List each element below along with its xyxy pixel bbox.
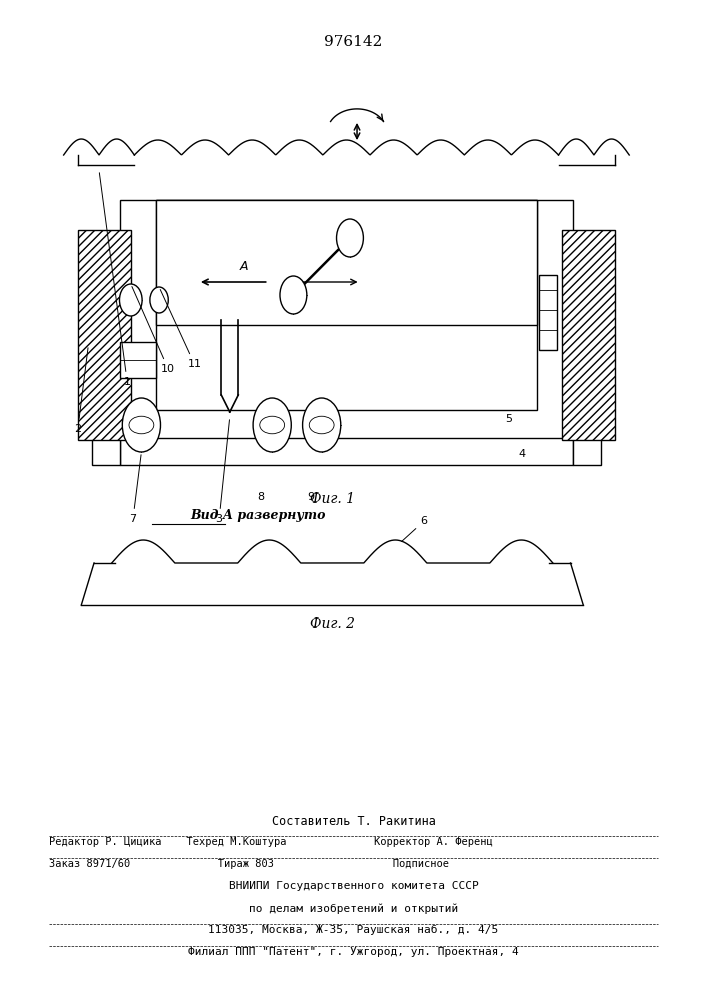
Circle shape (337, 219, 363, 257)
Text: 4: 4 (518, 449, 525, 459)
Bar (562, 230, 615, 440)
Bar (120, 200, 573, 440)
Text: А: А (240, 260, 248, 273)
Ellipse shape (309, 416, 334, 434)
Circle shape (280, 276, 307, 314)
Circle shape (253, 398, 291, 452)
Text: Составитель Т. Ракитина: Составитель Т. Ракитина (271, 815, 436, 828)
Circle shape (303, 398, 341, 452)
Bar (120, 438, 573, 465)
Bar (539, 275, 557, 350)
Circle shape (122, 398, 160, 452)
Text: Фиг. 2: Фиг. 2 (310, 617, 355, 631)
Text: Вид А развернуто: Вид А развернуто (190, 509, 326, 522)
Text: 7: 7 (129, 455, 141, 524)
Bar (78, 230, 131, 440)
Text: 11: 11 (160, 290, 201, 369)
Text: 9: 9 (308, 492, 315, 502)
Ellipse shape (129, 416, 154, 434)
Text: 113035, Москва, Ж-35, Раушская наб., д. 4/5: 113035, Москва, Ж-35, Раушская наб., д. … (209, 925, 498, 935)
Bar (573, 438, 601, 465)
Circle shape (150, 287, 168, 313)
Text: 976142: 976142 (325, 35, 382, 49)
Bar (156, 200, 537, 325)
Text: Редактор Р. Цицика    Техред М.Коштура              Корректор А. Ференц: Редактор Р. Цицика Техред М.Коштура Корр… (49, 837, 493, 847)
Text: 1: 1 (100, 173, 131, 387)
Text: Филиал ППП "Патент", г. Ужгород, ул. Проектная, 4: Филиал ППП "Патент", г. Ужгород, ул. Про… (188, 947, 519, 957)
Ellipse shape (259, 416, 285, 434)
Text: Фиг. 1: Фиг. 1 (310, 492, 355, 506)
Text: по делам изобретений и открытий: по делам изобретений и открытий (249, 903, 458, 914)
Text: 10: 10 (132, 287, 175, 374)
Text: 5: 5 (506, 414, 513, 424)
Text: ВНИИПИ Государственного комитета СССР: ВНИИПИ Государственного комитета СССР (228, 881, 479, 891)
Circle shape (119, 284, 142, 316)
Bar (156, 200, 537, 410)
Bar (92, 438, 120, 465)
Text: Заказ 8971/60              Тираж 803                   Подписное: Заказ 8971/60 Тираж 803 Подписное (49, 859, 450, 869)
Text: 6: 6 (402, 516, 428, 542)
Text: 3: 3 (216, 420, 230, 524)
Bar (120, 342, 156, 378)
Text: 2: 2 (74, 348, 88, 434)
Text: 8: 8 (257, 492, 264, 502)
